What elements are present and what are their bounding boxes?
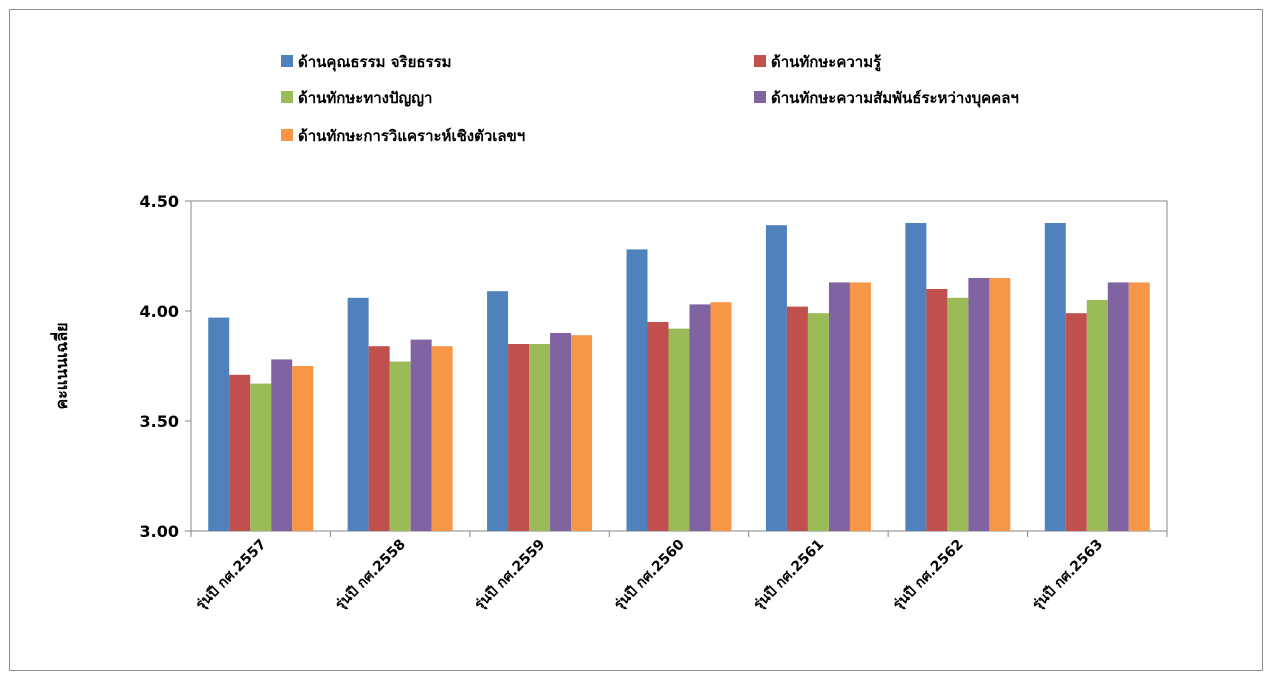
bar-chart: ด้านคุณธรรม จริยธรรม ด้านทักษะความรู้ด้าน…: [50, 53, 1168, 614]
y-tick-label: 4.00: [140, 302, 179, 321]
bar: [647, 322, 669, 531]
bar: [689, 304, 711, 531]
legend-label: ด้านคุณธรรม จริยธรรม: [298, 53, 452, 72]
bar: [668, 328, 690, 531]
bar: [389, 361, 411, 531]
bar: [487, 291, 509, 531]
bar: [431, 346, 453, 531]
bar: [508, 344, 530, 531]
legend-swatch: [754, 91, 766, 103]
x-category-label: รุ่นปี กศ.2561: [751, 537, 828, 614]
bar: [229, 374, 251, 531]
bar: [571, 335, 593, 531]
bar: [1065, 313, 1087, 531]
legend-label: ด้านทักษะความสัมพันธ์ระหว่างบุคคลฯ: [771, 89, 1019, 108]
legend-label: ด้านทักษะทางปัญญา: [298, 89, 432, 107]
x-category-label: รุ่นปี กศ.2560: [611, 536, 688, 613]
bar: [250, 383, 272, 531]
y-tick-label: 3.50: [140, 412, 179, 431]
bar: [529, 344, 551, 531]
legend-label: ด้านทักษะความรู้: [771, 53, 882, 72]
bar: [1107, 282, 1129, 531]
legend: ด้านคุณธรรม จริยธรรม ด้านทักษะความรู้ด้าน…: [281, 53, 1019, 145]
x-category-label: รุ่นปี กศ.2559: [472, 537, 549, 614]
legend-swatch: [281, 129, 293, 141]
bar: [947, 297, 969, 531]
legend-swatch: [281, 55, 293, 67]
legend-swatch: [281, 91, 293, 103]
bar: [410, 339, 432, 531]
bar: [1044, 223, 1066, 531]
y-axis: 3.00 3.50 4.00 4.50: [140, 192, 191, 541]
bar: [905, 223, 927, 531]
bar: [765, 225, 787, 531]
bar: [926, 289, 948, 531]
x-axis: รุ่นปี กศ.2557 รุ่นปี กศ.2558 รุ่นปี กศ.25…: [190, 531, 1168, 614]
bar: [807, 313, 829, 531]
bar: [550, 333, 572, 531]
y-axis-label: คะแนนเฉลี่ย: [50, 322, 71, 409]
bar: [849, 282, 871, 531]
chart-frame: ด้านคุณธรรม จริยธรรม ด้านทักษะความรู้ด้าน…: [9, 9, 1263, 671]
legend-swatch: [754, 55, 766, 67]
y-tick-label: 4.50: [140, 192, 179, 211]
plot-area: รุ่นปี กศ.2557 รุ่นปี กศ.2558 รุ่นปี กศ.25…: [140, 192, 1168, 614]
x-category-label: รุ่นปี กศ.2557: [193, 537, 270, 614]
bar: [786, 306, 808, 531]
x-category-label: รุ่นปี กศ.2562: [890, 537, 967, 614]
bars: [208, 223, 1150, 531]
bar: [368, 346, 390, 531]
bar: [347, 297, 369, 531]
bar: [989, 278, 1011, 531]
x-category-label: รุ่นปี กศ.2563: [1029, 537, 1106, 614]
bar: [626, 249, 648, 531]
bar: [710, 302, 732, 531]
y-tick-label: 3.00: [140, 522, 179, 541]
bar: [828, 282, 850, 531]
bar: [1128, 282, 1150, 531]
bar: [271, 359, 293, 531]
bar: [968, 278, 990, 531]
bar: [292, 366, 314, 531]
x-category-label: รุ่นปี กศ.2558: [332, 537, 409, 614]
bar: [208, 317, 230, 531]
legend-label: ด้านทักษะการวิแคราะห์เชิงตัวเลขฯ: [298, 127, 525, 145]
bar: [1086, 300, 1108, 531]
